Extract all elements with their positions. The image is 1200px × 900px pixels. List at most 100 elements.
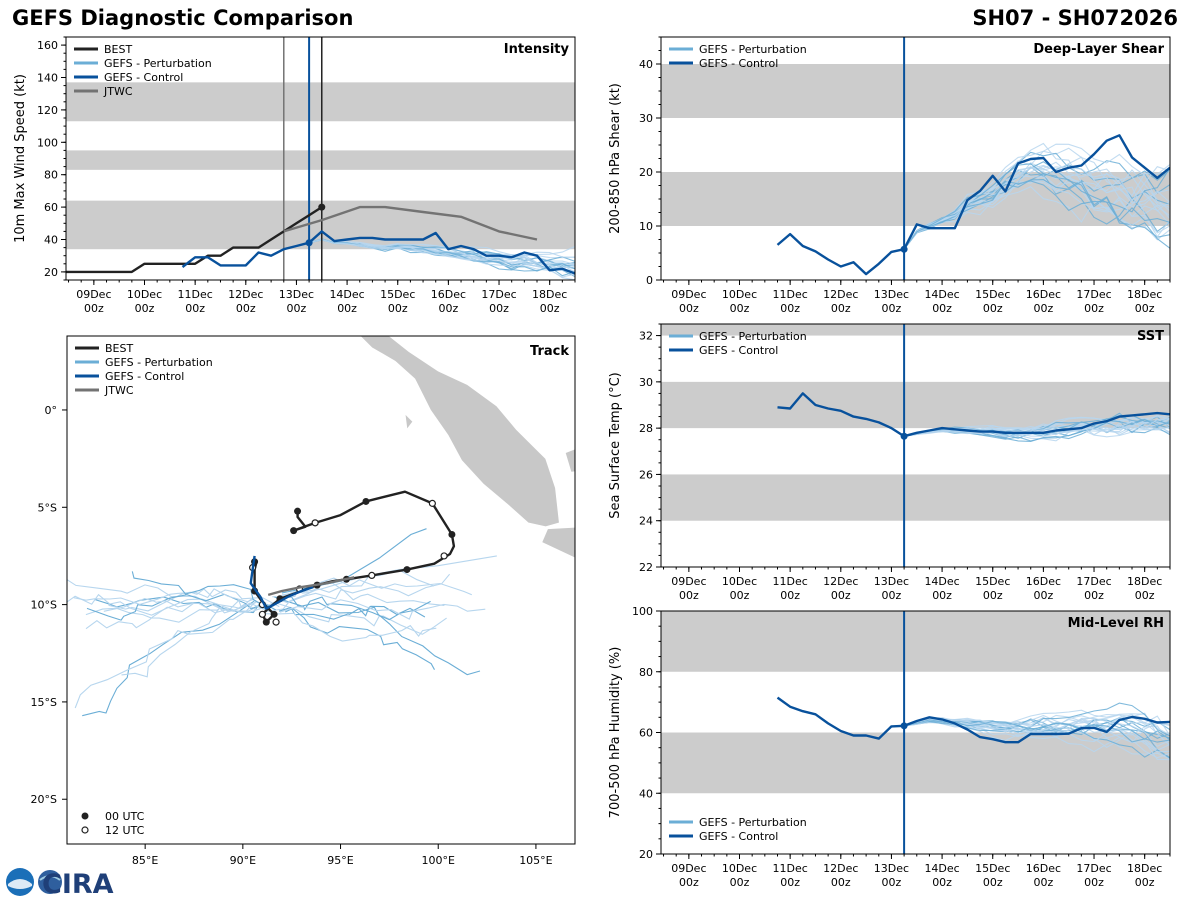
intensity-xtick-label-hour: 00z xyxy=(236,302,256,315)
sst-xtick-label-hour: 00z xyxy=(983,589,1003,602)
shear-plot-area xyxy=(661,37,1170,280)
shear-band-0 xyxy=(661,172,1170,226)
sst-xtick-label-hour: 00z xyxy=(831,589,851,602)
shear-panel-title: Deep-Layer Shear xyxy=(1033,42,1164,57)
rh-ytick-label: 20 xyxy=(639,848,653,861)
intensity-xtick-label-hour: 00z xyxy=(84,302,104,315)
shear-xtick-label-hour: 00z xyxy=(780,302,800,315)
intensity-marker-best xyxy=(318,203,326,211)
track-marker-12utc xyxy=(272,618,280,626)
shear-xtick-label-hour: 00z xyxy=(679,302,699,315)
track-frame xyxy=(66,335,576,845)
shear-xtick-label: 18Dec xyxy=(1127,288,1162,301)
intensity-xtick-label: 18Dec xyxy=(532,288,567,301)
shear-perturbation-member xyxy=(903,167,1170,250)
sst-xtick-label-hour: 00z xyxy=(1135,589,1155,602)
shear-ytick-label: 0 xyxy=(646,274,653,287)
rh-perturbation-member xyxy=(904,702,1170,737)
intensity-ylabel: 10m Max Wind Speed (kt) xyxy=(13,74,28,243)
legend-label-perturbation: GEFS - Perturbation xyxy=(699,330,807,343)
intensity-xtick-label-hour: 00z xyxy=(540,302,560,315)
intensity-xtick-label: 15Dec xyxy=(380,288,415,301)
intensity-xtick-label-hour: 00z xyxy=(135,302,155,315)
shear-xtick-label: 10Dec xyxy=(722,288,757,301)
shear-ytick-label: 30 xyxy=(639,112,653,125)
track-ytick-label: 5°S xyxy=(38,501,57,514)
sst-series-control xyxy=(777,392,1170,438)
intensity-series-control xyxy=(181,241,310,268)
track-perturbation-member xyxy=(279,596,431,621)
legend-label-control: GEFS - Control xyxy=(105,370,184,383)
intensity-xtick-label: 16Dec xyxy=(431,288,466,301)
shear-xtick-label: 11Dec xyxy=(773,288,808,301)
intensity-xtick-label-hour: 00z xyxy=(337,302,357,315)
intensity-band-1 xyxy=(66,150,575,170)
track-perturbation-member xyxy=(73,588,254,605)
intensity-band-2 xyxy=(66,82,575,122)
track-panel-title: Track xyxy=(530,344,569,359)
intensity-ytick-label: 160 xyxy=(37,39,58,52)
shear-xtick-label: 17Dec xyxy=(1076,288,1111,301)
shear-perturbation-member xyxy=(903,163,1170,250)
intensity-panel-title: Intensity xyxy=(504,42,570,57)
track-perturbation-member xyxy=(131,571,277,609)
rh-xtick-label-hour: 00z xyxy=(1033,876,1053,889)
track-ytick-label: 10°S xyxy=(31,599,57,612)
rh-band-0 xyxy=(661,732,1170,794)
legend-label-control: GEFS - Control xyxy=(699,830,778,843)
shear-xtick-label: 13Dec xyxy=(874,288,909,301)
rh-xtick-label-hour: 00z xyxy=(831,876,851,889)
rh-ytick-label: 80 xyxy=(639,666,653,679)
track-perturbation-member xyxy=(284,607,435,670)
sst-xtick-label: 14Dec xyxy=(924,575,959,588)
track-perturbation-member xyxy=(279,599,486,620)
legend-marker-00utc xyxy=(81,812,89,820)
rh-xtick-label-hour: 00z xyxy=(932,876,952,889)
track-ytick-label: 0° xyxy=(45,404,58,417)
shear-ylabel: 200-850 hPa Shear (kt) xyxy=(608,83,623,234)
sst-ytick-label: 32 xyxy=(639,330,653,343)
rh-xtick-label: 18Dec xyxy=(1127,862,1162,875)
intensity-ytick-label: 20 xyxy=(44,266,58,279)
legend-label-jtwc: JTWC xyxy=(104,384,134,397)
intensity-xtick-label-hour: 00z xyxy=(489,302,509,315)
rh-xtick-label-hour: 00z xyxy=(1084,876,1104,889)
legend-label-00utc: 00 UTC xyxy=(105,810,145,823)
legend-label-control: GEFS - Control xyxy=(104,71,183,84)
sst-panel-title: SST xyxy=(1137,329,1164,344)
sst-xtick-label: 17Dec xyxy=(1076,575,1111,588)
shear-xtick-label-hour: 00z xyxy=(831,302,851,315)
rh-xtick-label: 14Dec xyxy=(924,862,959,875)
cira-wordmark: CIRA xyxy=(42,869,114,898)
sst-xtick-label-hour: 00z xyxy=(932,589,952,602)
sst-xtick-label: 16Dec xyxy=(1026,575,1061,588)
sst-ytick-label: 28 xyxy=(639,422,653,435)
sst-xtick-label: 10Dec xyxy=(722,575,757,588)
track-perturbation-member xyxy=(278,605,426,620)
sst-ytick-label: 24 xyxy=(639,515,653,528)
sst-xtick-label-hour: 00z xyxy=(679,589,699,602)
intensity-xtick-label-hour: 00z xyxy=(185,302,205,315)
track-marker-12utc xyxy=(258,610,266,618)
track-perturbation-member xyxy=(86,593,277,621)
intensity-series-jtwc xyxy=(283,205,538,241)
intensity-xtick-label: 14Dec xyxy=(329,288,364,301)
intensity-xtick-label: 10Dec xyxy=(127,288,162,301)
rh-xtick-label: 13Dec xyxy=(874,862,909,875)
shear-xtick-label: 15Dec xyxy=(975,288,1010,301)
track-plot-area xyxy=(67,336,575,717)
sst-perturbation-member xyxy=(904,417,1170,437)
shear-perturbation-member xyxy=(903,143,1170,250)
legend-label-perturbation: GEFS - Perturbation xyxy=(699,43,807,56)
legend-marker-12utc xyxy=(81,826,89,834)
track-series-control xyxy=(249,555,314,610)
legend-label-12utc: 12 UTC xyxy=(105,824,145,837)
sst-xtick-label-hour: 00z xyxy=(1033,589,1053,602)
legend-label-perturbation: GEFS - Perturbation xyxy=(105,356,213,369)
track-perturbation-member xyxy=(261,612,437,642)
sst-xtick-label-hour: 00z xyxy=(730,589,750,602)
rh-xtick-label-hour: 00z xyxy=(780,876,800,889)
shear-xtick-label-hour: 00z xyxy=(983,302,1003,315)
rh-xtick-label-hour: 00z xyxy=(679,876,699,889)
rh-series-control xyxy=(776,696,1170,744)
